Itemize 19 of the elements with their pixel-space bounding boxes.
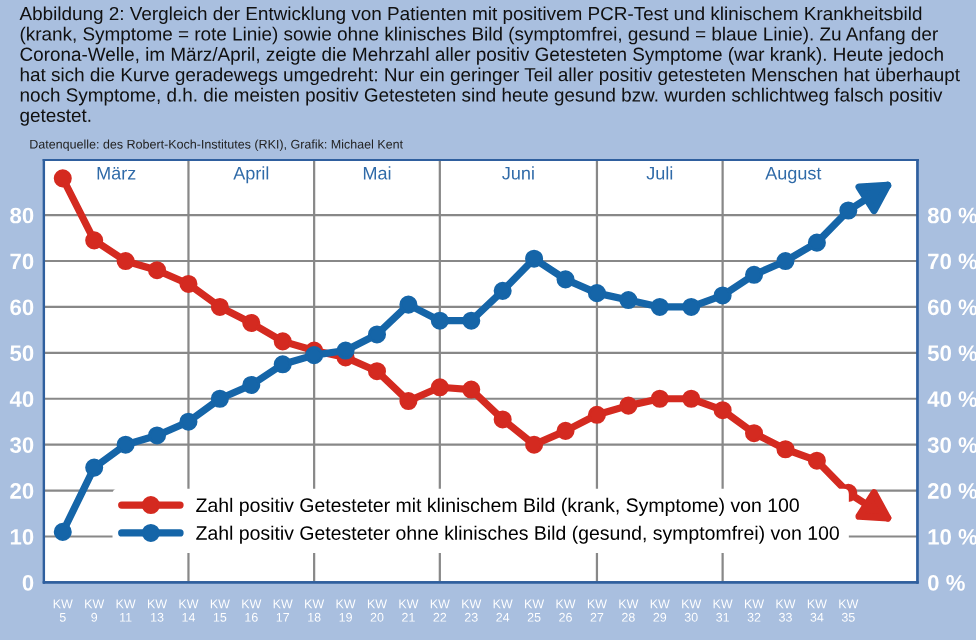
y-tick-label: 70 bbox=[10, 253, 34, 270]
y-tick-label: 20 bbox=[10, 483, 34, 499]
annotation: August bbox=[765, 167, 822, 184]
annotation: April bbox=[233, 166, 269, 184]
y-tick-label: 50 bbox=[10, 345, 34, 362]
annotation: Juli bbox=[646, 166, 673, 180]
y-tick-label: 30 bbox=[9, 437, 34, 453]
annotation: Juni bbox=[502, 166, 534, 180]
chart-title: Abbildung 2: Vergleich der Entwicklung von Patienten mit positivem PCR-Test und klinischem Krankheitsbild (krank, Symptome = rote Linie) sowie ohne klinisches Bild (symptomfrei, gesund = blaue Linie). Zu Anfang der Corona-Welle, im März/April, zeigte die Mehrzahl aller positiv Getesteten Symptome (war krank). Heute jedoch hat sich die Kurve geradewegs umgedreht: Nur ein geringer Teil aller positiv getesteten Menschen hat überhaupt noch Symptome, d.h. die meisten positiv Getesteten sind heute gesund bzw. wurden schlichtweg falsch positiv getestet. bbox=[19, 6, 960, 126]
y-tick-label: 10 bbox=[10, 529, 34, 545]
y-tick-label: 40 bbox=[9, 391, 34, 408]
y2-tick-label: 0 % bbox=[928, 574, 965, 591]
y-tick-label: 0 bbox=[22, 574, 34, 591]
annotation: März bbox=[97, 167, 136, 180]
legend-label: Zahl positiv Getesteter mit klinischem Bild (krank, Symptome) von 100 bbox=[196, 497, 799, 516]
y-tick-label: 60 bbox=[10, 299, 34, 316]
y-tick-label: 80 bbox=[10, 207, 34, 224]
annotation: Mai bbox=[363, 166, 391, 180]
legend-label: Zahl positiv Getesteter ohne klinisches Bild (gesund, symptomfrei) von 100 bbox=[196, 525, 839, 544]
